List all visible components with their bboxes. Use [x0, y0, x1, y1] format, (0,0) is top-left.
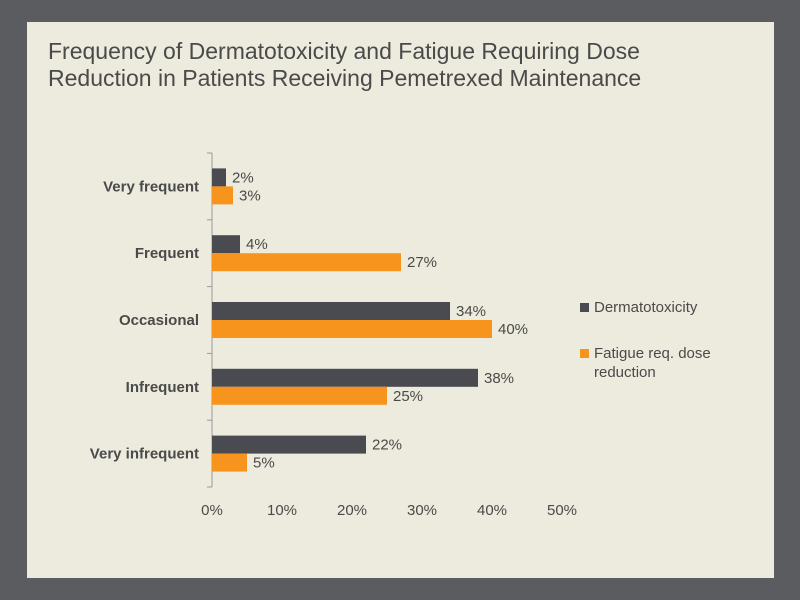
- category-label-frequent: Frequent: [135, 245, 199, 262]
- bar-dermatotoxicity-very-frequent: [212, 168, 226, 187]
- chart-title: Frequency of Dermatotoxicity and Fatigue…: [48, 38, 748, 92]
- x-tick-label: 20%: [337, 502, 367, 519]
- category-label-very-frequent: Very frequent: [103, 178, 199, 195]
- bar-fatigue-req-dose-reduction-very-infrequent: [212, 453, 247, 472]
- bar-dermatotoxicity-occasional: [212, 302, 450, 320]
- bar-fatigue-req-dose-reduction-frequent: [212, 253, 401, 272]
- chart-legend: Dermatotoxicity Fatigue req. dose reduct…: [580, 298, 760, 382]
- chart-title-line-2: Reduction in Patients Receiving Pemetrex…: [48, 65, 642, 91]
- x-tick-label: 30%: [407, 502, 437, 519]
- x-tick-label: 10%: [267, 502, 297, 519]
- data-label-dermatotoxicity-occasional: 34%: [456, 303, 486, 320]
- legend-label-fatigue: Fatigue req. dose reduction: [594, 345, 711, 381]
- category-label-very-infrequent: Very infrequent: [90, 446, 199, 463]
- x-tick-label: 40%: [477, 502, 507, 519]
- data-label-dermatotoxicity-frequent: 4%: [246, 236, 268, 253]
- x-tick-label: 50%: [547, 502, 577, 519]
- bar-fatigue-req-dose-reduction-occasional: [212, 320, 492, 338]
- legend-swatch-dermatotoxicity: [580, 303, 589, 312]
- bar-fatigue-req-dose-reduction-very-frequent: [212, 186, 233, 205]
- data-label-fatigue-req-dose-reduction-frequent: 27%: [407, 254, 437, 271]
- bar-fatigue-req-dose-reduction-infrequent: [212, 386, 387, 405]
- data-label-dermatotoxicity-very-infrequent: 22%: [372, 437, 402, 454]
- bar-dermatotoxicity-infrequent: [212, 368, 478, 387]
- data-label-fatigue-req-dose-reduction-occasional: 40%: [498, 321, 528, 338]
- bar-dermatotoxicity-frequent: [212, 235, 240, 254]
- data-label-fatigue-req-dose-reduction-very-frequent: 3%: [239, 187, 261, 204]
- data-label-dermatotoxicity-infrequent: 38%: [484, 370, 514, 387]
- category-label-infrequent: Infrequent: [126, 379, 199, 396]
- legend-label-dermatotoxicity: Dermatotoxicity: [594, 299, 698, 316]
- chart-title-line-1: Frequency of Dermatotoxicity and Fatigue…: [48, 38, 640, 64]
- bar-dermatotoxicity-very-infrequent: [212, 435, 366, 454]
- data-label-dermatotoxicity-very-frequent: 2%: [232, 169, 254, 186]
- legend-item-dermatotoxicity: Dermatotoxicity: [580, 298, 760, 317]
- data-label-fatigue-req-dose-reduction-infrequent: 25%: [393, 388, 423, 405]
- category-label-occasional: Occasional: [119, 312, 199, 329]
- x-tick-label: 0%: [201, 502, 223, 519]
- bar-chart: Very frequent Frequent Occasional Infrequen…: [90, 152, 577, 519]
- legend-item-fatigue: Fatigue req. dose reduction: [580, 344, 760, 382]
- slide: Frequency of Dermatotoxicity and Fatigue…: [27, 22, 774, 578]
- legend-swatch-fatigue: [580, 349, 589, 358]
- data-label-fatigue-req-dose-reduction-very-infrequent: 5%: [253, 455, 275, 472]
